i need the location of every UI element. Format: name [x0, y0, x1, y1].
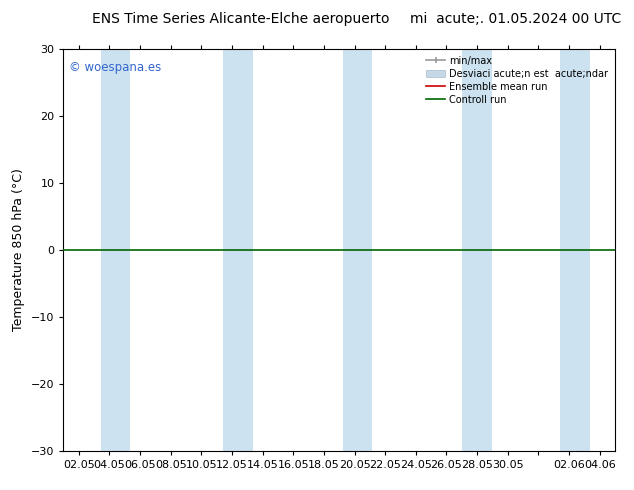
Bar — [223, 49, 240, 451]
Bar — [475, 49, 492, 451]
Bar — [462, 49, 479, 451]
Bar — [343, 49, 360, 451]
Bar — [560, 49, 578, 451]
Text: mi  acute;. 01.05.2024 00 UTC: mi acute;. 01.05.2024 00 UTC — [410, 12, 621, 26]
Text: ENS Time Series Alicante-Elche aeropuerto: ENS Time Series Alicante-Elche aeropuert… — [92, 12, 390, 26]
Bar — [113, 49, 130, 451]
Bar — [101, 49, 118, 451]
Y-axis label: Temperature 850 hPa (°C): Temperature 850 hPa (°C) — [12, 169, 25, 331]
Bar — [573, 49, 590, 451]
Text: © woespana.es: © woespana.es — [69, 61, 161, 74]
Legend: min/max, Desviaci acute;n est  acute;ndar, Ensemble mean run, Controll run: min/max, Desviaci acute;n est acute;ndar… — [422, 52, 612, 108]
Bar — [355, 49, 372, 451]
Bar — [236, 49, 253, 451]
